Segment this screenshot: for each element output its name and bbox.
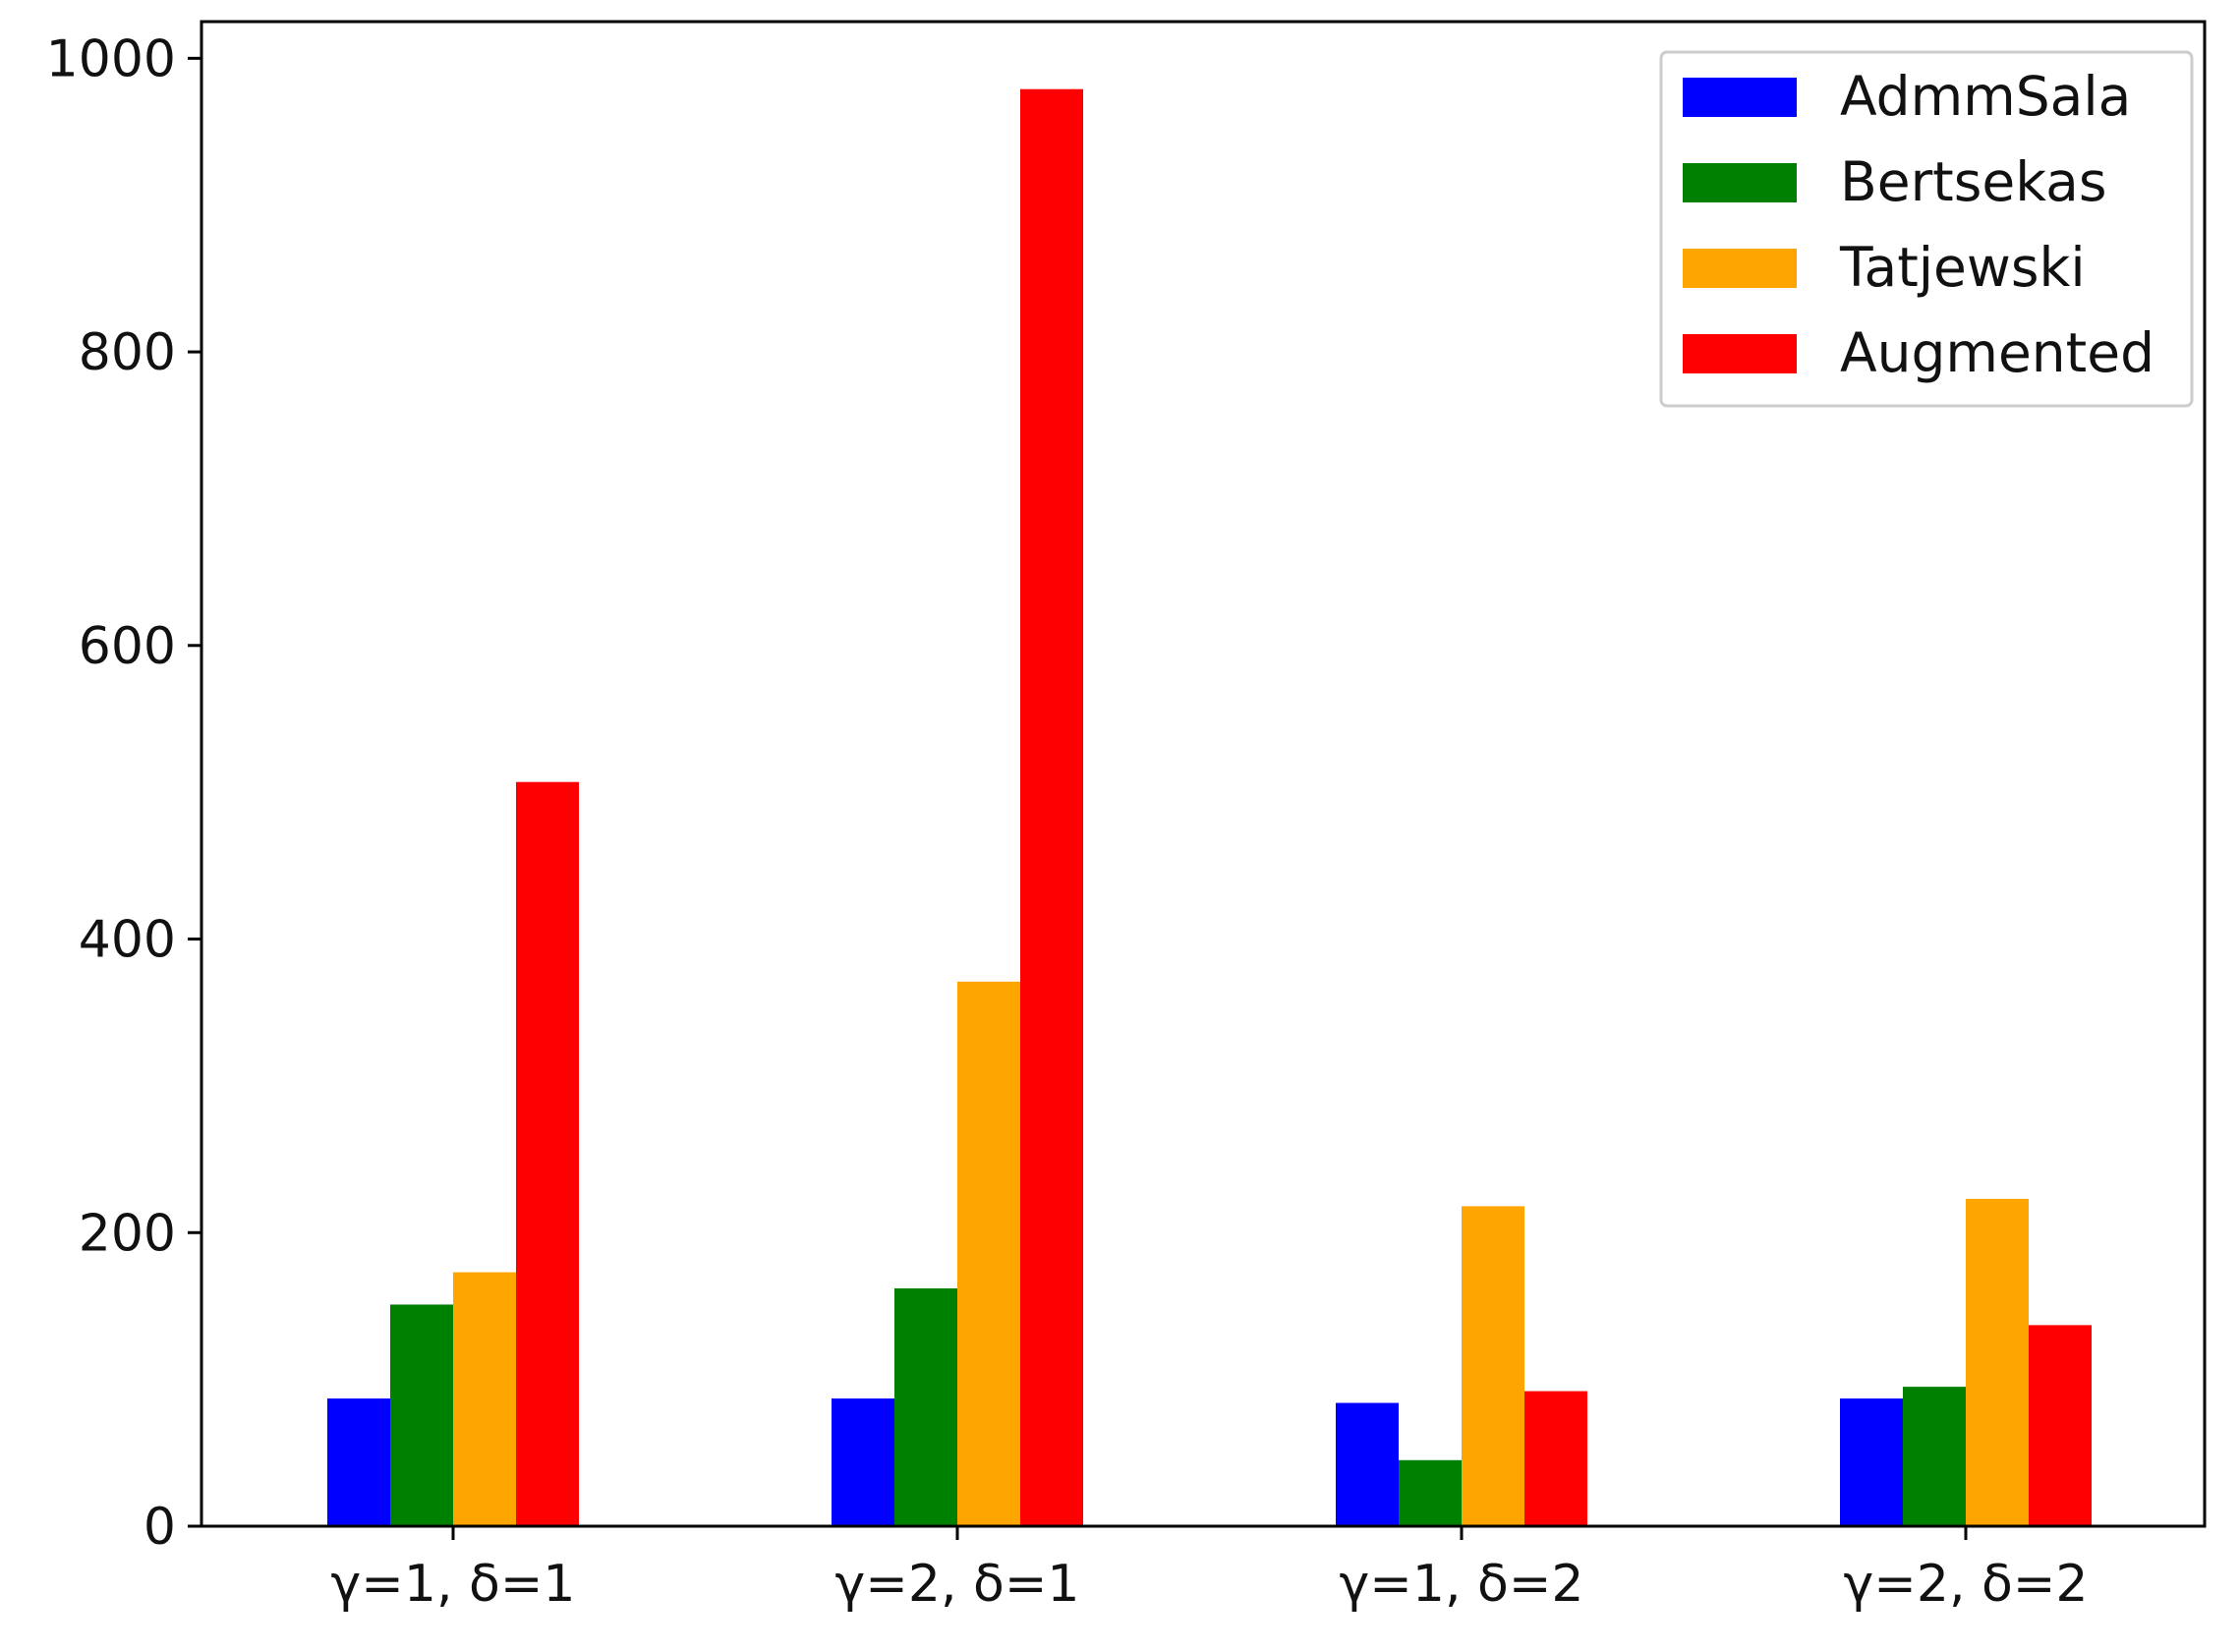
bar-admmsala-3 [1840, 1398, 1903, 1526]
legend-label-tatjewski: Tatjewski [1839, 236, 2086, 299]
bar-admmsala-1 [832, 1398, 894, 1526]
bar-tatjewski-0 [453, 1272, 516, 1526]
legend-swatch-bertsekas [1683, 163, 1797, 202]
bar-bertsekas-1 [894, 1288, 957, 1526]
y-tick-label: 0 [144, 1498, 176, 1557]
y-tick-label: 400 [79, 911, 176, 970]
bar-tatjewski-2 [1462, 1206, 1524, 1526]
legend-swatch-admmsala [1683, 78, 1797, 117]
legend-swatch-tatjewski [1683, 249, 1797, 288]
legend-swatch-augmented [1683, 334, 1797, 373]
bar-tatjewski-3 [1966, 1198, 2029, 1526]
bar-bertsekas-0 [390, 1304, 453, 1526]
axes-layer: 0 200 400 600 800 1000 γ=1, δ=1 γ=2, δ=1 γ=1, δ=… [46, 20, 2207, 1614]
bar-augmented-3 [2029, 1325, 2092, 1526]
bar-admmsala-2 [1336, 1402, 1399, 1526]
y-tick-label: 800 [79, 323, 176, 382]
bar-admmsala-0 [327, 1398, 390, 1526]
bar-augmented-0 [516, 781, 579, 1526]
bar-tatjewski-1 [957, 981, 1020, 1526]
x-tick-label: γ=1, δ=1 [331, 1555, 576, 1614]
bar-augmented-2 [1524, 1391, 1587, 1526]
legend-label-admmsala: AdmmSala [1840, 65, 2131, 128]
x-tick-label: γ=2, δ=1 [835, 1555, 1080, 1614]
bars-layer [327, 88, 2092, 1527]
bar-bertsekas-3 [1903, 1387, 1966, 1526]
bar-bertsekas-2 [1399, 1459, 1462, 1526]
y-tick-label: 1000 [46, 29, 176, 88]
plot-frame [200, 20, 2207, 1528]
x-tick-label: γ=1, δ=2 [1340, 1555, 1584, 1614]
x-tick-label: γ=2, δ=2 [1844, 1555, 2089, 1614]
bar-augmented-1 [1020, 88, 1083, 1527]
y-tick-label: 600 [79, 617, 176, 676]
legend-box [1659, 50, 2194, 408]
legend-label-bertsekas: Bertsekas [1840, 150, 2106, 213]
legend-label-augmented: Augmented [1840, 321, 2154, 384]
y-tick-label: 200 [79, 1204, 176, 1263]
legend: AdmmSala Bertsekas Tatjewski Augmented [1659, 50, 2194, 408]
